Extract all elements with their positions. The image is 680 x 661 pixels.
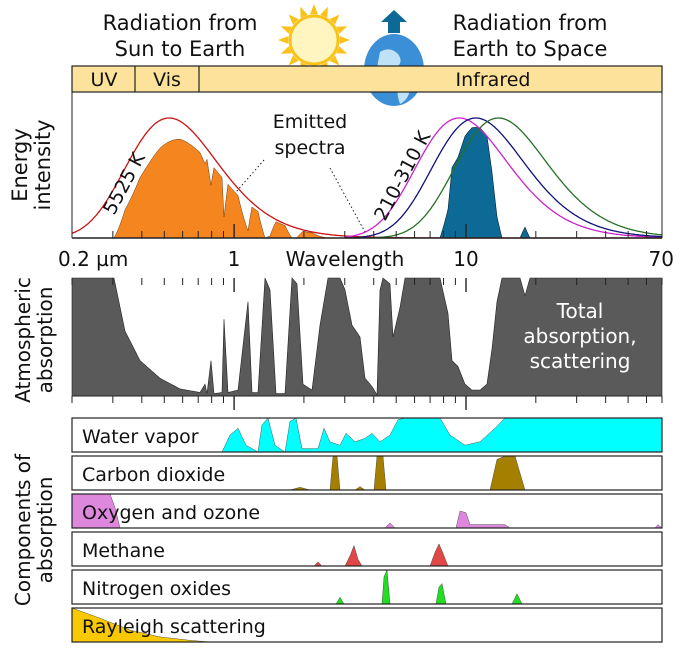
component-label: Water vapor <box>82 426 199 448</box>
sun-ray <box>329 14 340 25</box>
tick-label-70: 70 <box>649 247 674 271</box>
component-strip-methane: Methane <box>71 531 663 567</box>
blackbody-curve-310k <box>344 117 662 238</box>
component-frame <box>71 607 663 643</box>
component-label: Methane <box>82 540 165 562</box>
energy-ylabel-line2: intensity <box>31 119 55 210</box>
sun-ray <box>280 46 292 54</box>
sun-ray <box>329 55 340 66</box>
absorption-note-line3: scattering <box>530 349 631 373</box>
component-frame <box>71 531 663 567</box>
component-strip-rayleigh-scattering: Rayleigh scattering <box>71 607 663 643</box>
component-frame <box>71 417 663 453</box>
tick-label-1: 1 <box>228 247 241 271</box>
component-label: Carbon dioxide <box>82 464 225 486</box>
band-uv: UV <box>91 69 118 91</box>
right-title-line2: Earth to Space <box>453 37 608 61</box>
component-strip-carbon-dioxide: Carbon dioxide <box>71 455 663 491</box>
components-ylabel-line1: Components of <box>11 453 35 606</box>
blackbody-curve-263k <box>344 117 662 239</box>
band-infrared: Infrared <box>456 69 531 91</box>
absorption-ylabel-line1: Atmospheric <box>11 277 35 403</box>
band-visible: Vis <box>153 69 181 91</box>
component-strip-oxygen-and-ozone: Oxygen and ozone <box>71 493 663 529</box>
tick-label-0.2: 0.2 µm <box>58 247 128 271</box>
component-strip-water-vapor: Water vapor <box>71 417 663 453</box>
components-ylabel-line2: absorption <box>33 477 57 584</box>
total-absorption-fill <box>71 277 663 397</box>
component-label: Rayleigh scattering <box>82 616 266 638</box>
sun-ray <box>300 6 308 18</box>
blackbody-curve-210k <box>345 117 663 239</box>
left-title-line2: Sun to Earth <box>115 37 246 61</box>
sun-ray <box>310 4 318 15</box>
earth-temperature-label: 210-310 K <box>370 127 436 224</box>
tick-label-10: 10 <box>453 247 478 271</box>
energy-ylabel-line1b: Energy <box>8 128 32 202</box>
component-frame <box>71 493 663 529</box>
components-panel: Water vapor Carbon dioxide Oxygen and ozon… <box>71 417 663 643</box>
sun-ray <box>288 55 299 66</box>
absorption-ylabel-line2: absorption <box>33 287 57 394</box>
component-label: Oxygen and ozone <box>82 502 260 524</box>
absorption-panel: Total absorption, scattering <box>71 277 663 410</box>
emitted-spectra-label-line2: spectra <box>275 137 346 159</box>
axis-label-wavelength: Wavelength <box>286 247 405 271</box>
left-title-line1: Radiation from <box>103 11 258 35</box>
component-frame <box>71 569 663 605</box>
sun-ray <box>336 46 348 54</box>
sun-ray <box>280 26 292 34</box>
component-frame <box>71 455 663 491</box>
sun-ray <box>288 14 299 25</box>
emitted-spectra-label-line1: Emitted <box>273 111 347 133</box>
annotation-leader-sun <box>235 159 265 193</box>
absorption-note-line1: Total <box>556 299 604 323</box>
component-strip-nitrogen-oxides: Nitrogen oxides <box>71 569 663 605</box>
right-title-line1: Radiation from <box>453 11 608 35</box>
absorption-note-line2: absorption, <box>523 324 636 348</box>
sun-ray <box>278 36 289 44</box>
spectral-band-bar: UV Vis Infrared <box>71 65 663 93</box>
sun-ray <box>320 6 328 18</box>
annotation-leader-earth <box>329 167 366 233</box>
sun-ray <box>339 36 350 44</box>
sun-ray <box>336 26 348 34</box>
energy-panel: 5525 K 210-310 K Emitted spectra Energy <box>71 92 663 239</box>
component-label: Nitrogen oxides <box>82 578 231 600</box>
